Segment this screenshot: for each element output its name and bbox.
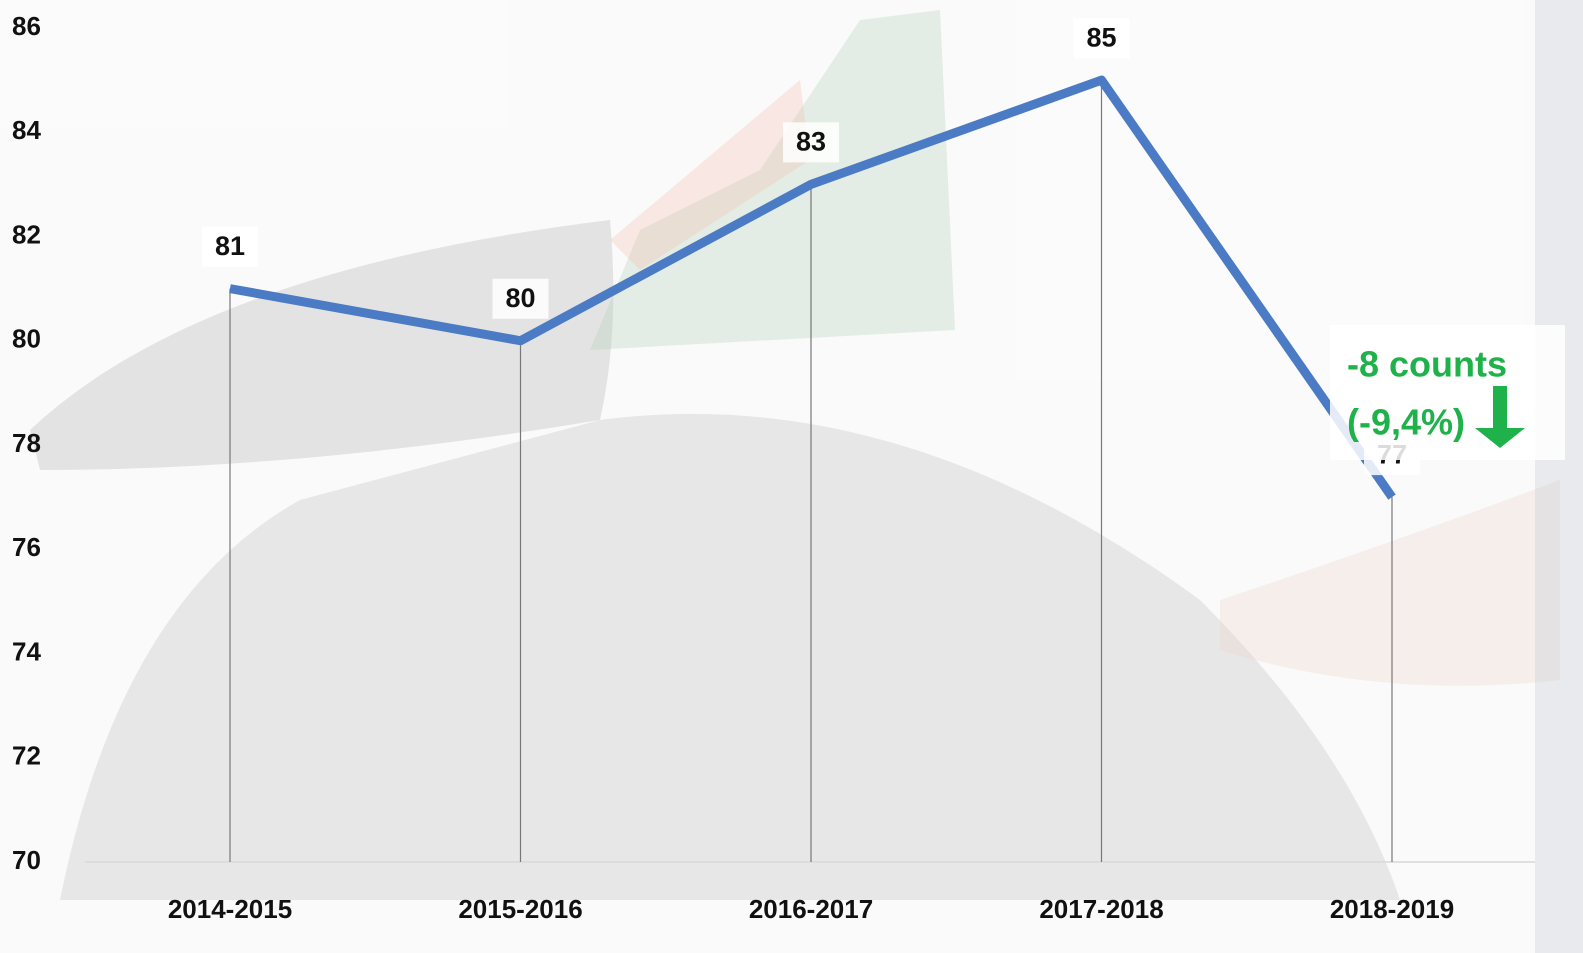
y-tick-label: 76 xyxy=(12,532,41,562)
data-label: 83 xyxy=(796,127,826,157)
data-label: 81 xyxy=(215,231,245,261)
annotation: (-9,4%) xyxy=(1347,402,1465,443)
y-tick-label: 82 xyxy=(12,219,41,249)
label-box xyxy=(783,122,839,163)
x-tick-label: 2014-2015 xyxy=(168,894,292,924)
x-tick-label: 2018-2019 xyxy=(1330,894,1454,924)
down-arrow xyxy=(1475,386,1525,448)
data-label: 85 xyxy=(1086,22,1116,52)
x-tick-label: 2015-2016 xyxy=(458,894,582,924)
annotation-box xyxy=(1330,325,1565,460)
label-box xyxy=(1073,18,1130,59)
label-box xyxy=(202,226,258,267)
y-tick-label: 86 xyxy=(12,11,41,41)
y-tick-label: 78 xyxy=(12,428,41,458)
annotation: -8 counts xyxy=(1347,344,1507,385)
x-tick-label: 2016-2017 xyxy=(749,894,873,924)
y-tick-label: 80 xyxy=(12,324,41,354)
line-series xyxy=(229,75,1396,500)
label-box xyxy=(492,278,549,319)
y-tick-label: 70 xyxy=(12,845,41,875)
x-tick-label: 2017-2018 xyxy=(1039,894,1163,924)
data-label: 80 xyxy=(505,283,535,313)
y-tick-label: 72 xyxy=(12,741,41,771)
y-tick-label: 74 xyxy=(12,636,41,666)
y-tick-label: 84 xyxy=(12,115,41,145)
